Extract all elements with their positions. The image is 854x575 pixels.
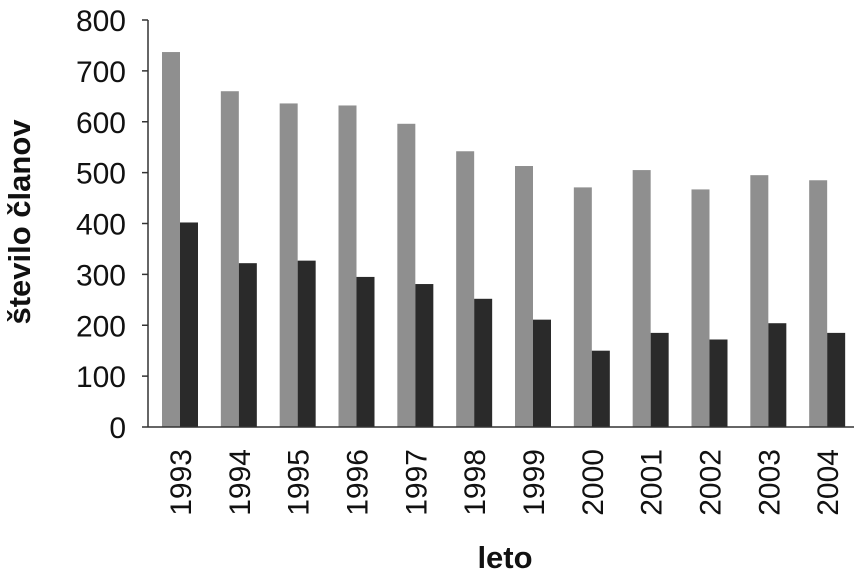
x-tick-label: 1993 — [165, 449, 198, 516]
x-tick-label: 1998 — [459, 449, 492, 516]
bar-series-1-1998 — [456, 151, 475, 427]
bar-series-2-2000 — [591, 350, 610, 427]
bar-series-1-1999 — [515, 166, 533, 428]
bar-series-1-2001 — [632, 170, 651, 428]
bar-series-2-2002 — [709, 339, 728, 427]
x-axis-title: leto — [477, 540, 532, 575]
y-tick-label: 800 — [76, 5, 126, 38]
bars — [162, 52, 846, 428]
x-tick-label: 1996 — [342, 449, 375, 516]
x-tick-label: 2001 — [636, 449, 669, 516]
x-tick-label: 2002 — [695, 449, 728, 516]
x-tick-label: 1994 — [224, 449, 257, 516]
y-tick-label: 600 — [76, 107, 126, 140]
y-tick-label: 100 — [76, 361, 126, 394]
bar-series-2-1993 — [180, 222, 198, 427]
x-axis-ticks: 1993 1994 1995 1996 1997 1998 1999 2000 2001 2002… — [165, 449, 845, 516]
bar-series-1-2002 — [691, 189, 710, 427]
y-axis-ticks: 0 100 200 300 400 500 600 700 800 — [76, 5, 148, 445]
bar-series-1-2003 — [750, 175, 769, 427]
y-tick-label: 400 — [76, 209, 126, 242]
bar-series-2-2004 — [827, 332, 846, 427]
x-tick-label: 1999 — [518, 449, 551, 516]
y-tick-label: 0 — [109, 412, 126, 445]
x-tick-label: 2003 — [753, 449, 786, 516]
bar-series-1-1995 — [279, 103, 298, 427]
bar-series-1-1993 — [162, 52, 180, 428]
bar-series-2-1995 — [297, 260, 316, 427]
y-tick-label: 300 — [76, 259, 126, 292]
bar-series-2-1994 — [238, 263, 257, 427]
bar-series-1-1996 — [338, 105, 357, 427]
bar-series-1-1997 — [397, 123, 416, 427]
bar-series-2-1997 — [415, 284, 434, 427]
bar-series-1-2000 — [573, 187, 592, 427]
bar-series-2-2001 — [650, 332, 669, 427]
y-tick-label: 200 — [76, 310, 126, 343]
bar-series-2-1996 — [356, 276, 375, 427]
bar-series-1-2004 — [809, 180, 828, 427]
x-tick-label: 2000 — [577, 449, 610, 516]
x-tick-label: 1997 — [400, 449, 433, 516]
bar-series-1-1994 — [220, 91, 239, 427]
bar-series-2-1999 — [533, 319, 551, 427]
y-tick-label: 700 — [76, 56, 126, 89]
y-tick-label: 500 — [76, 158, 126, 191]
x-tick-label: 2004 — [812, 449, 845, 516]
bar-series-2-1998 — [474, 298, 493, 427]
x-tick-label: 1995 — [283, 449, 316, 516]
bar-series-2-2003 — [768, 323, 787, 427]
y-axis-title: število članov — [2, 119, 37, 325]
